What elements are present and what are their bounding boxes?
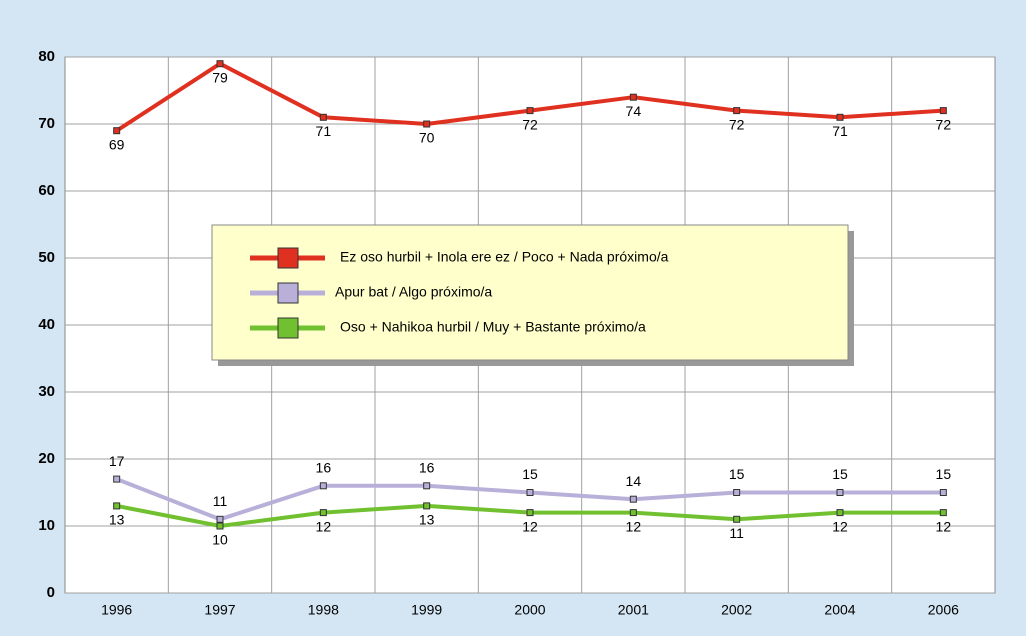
point-marker <box>319 509 327 517</box>
point-marker <box>836 509 844 517</box>
point-marker <box>423 502 431 510</box>
legend-marker <box>277 282 299 304</box>
data-label: 11 <box>213 493 228 509</box>
x-tick-label: 1999 <box>411 602 442 618</box>
data-label: 10 <box>212 532 228 548</box>
point-marker <box>113 127 121 135</box>
data-label: 15 <box>522 466 538 482</box>
legend-label: Ez oso hurbil + Inola ere ez / Poco + Na… <box>340 249 669 265</box>
point-marker <box>939 489 947 496</box>
point-marker <box>939 107 947 115</box>
point-marker <box>526 489 534 496</box>
data-label: 12 <box>626 518 642 534</box>
data-label: 12 <box>936 518 952 534</box>
data-label: 71 <box>832 123 848 139</box>
data-label: 12 <box>316 518 332 534</box>
y-tick-label: 70 <box>38 115 55 132</box>
point-marker <box>526 509 534 517</box>
data-label: 15 <box>832 466 848 482</box>
point-marker <box>423 120 431 128</box>
point-marker <box>629 495 637 503</box>
data-label: 79 <box>212 69 228 85</box>
data-label: 14 <box>626 473 642 489</box>
data-label: 72 <box>936 116 952 132</box>
point-marker <box>939 509 947 517</box>
point-marker <box>216 515 224 523</box>
data-label: 72 <box>522 116 538 132</box>
x-tick-label: 2004 <box>824 602 855 618</box>
data-label: 13 <box>109 512 125 528</box>
x-tick-label: 2002 <box>721 602 752 618</box>
point-marker <box>733 107 741 115</box>
data-label: 74 <box>626 103 642 119</box>
x-tick-label: 1996 <box>101 602 132 618</box>
point-marker <box>526 107 534 115</box>
data-label: 15 <box>729 466 745 482</box>
x-tick-label: 2000 <box>514 602 545 618</box>
point-marker <box>836 113 844 121</box>
y-tick-label: 40 <box>38 316 55 333</box>
point-marker <box>733 515 741 523</box>
data-label: 16 <box>316 460 332 476</box>
legend-label: Oso + Nahikoa hurbil / Muy + Bastante pr… <box>340 319 646 335</box>
legend-marker <box>277 247 299 269</box>
data-label: 12 <box>522 518 538 534</box>
y-tick-label: 50 <box>38 249 55 266</box>
data-label: 69 <box>109 136 125 152</box>
point-marker <box>629 509 637 517</box>
y-tick-label: 30 <box>38 383 55 400</box>
data-label: 12 <box>832 518 848 534</box>
point-marker <box>113 475 121 483</box>
data-label: 72 <box>729 116 745 132</box>
data-label: 71 <box>316 123 332 139</box>
data-label: 13 <box>419 512 435 528</box>
point-marker <box>319 482 327 490</box>
data-label: 16 <box>419 460 435 476</box>
y-tick-label: 20 <box>38 450 55 467</box>
x-tick-label: 2006 <box>928 602 959 618</box>
data-label: 11 <box>729 525 744 541</box>
data-label: 70 <box>419 130 435 146</box>
legend-label: Apur bat / Algo próximo/a <box>335 284 492 300</box>
point-marker <box>836 489 844 496</box>
point-marker <box>216 60 224 68</box>
point-marker <box>216 522 224 530</box>
y-tick-label: 10 <box>38 517 55 534</box>
legend-marker <box>277 317 299 339</box>
y-tick-label: 80 <box>38 48 55 65</box>
x-tick-label: 2001 <box>618 602 649 618</box>
data-label: 17 <box>109 453 125 469</box>
y-tick-label: 60 <box>38 182 55 199</box>
point-marker <box>629 93 637 101</box>
x-tick-label: 1997 <box>204 602 235 618</box>
x-tick-label: 1998 <box>308 602 339 618</box>
point-marker <box>319 113 327 121</box>
point-marker <box>423 482 431 490</box>
point-marker <box>733 489 741 496</box>
y-tick-label: 0 <box>47 584 55 601</box>
point-marker <box>113 502 121 510</box>
data-label: 15 <box>936 466 952 482</box>
